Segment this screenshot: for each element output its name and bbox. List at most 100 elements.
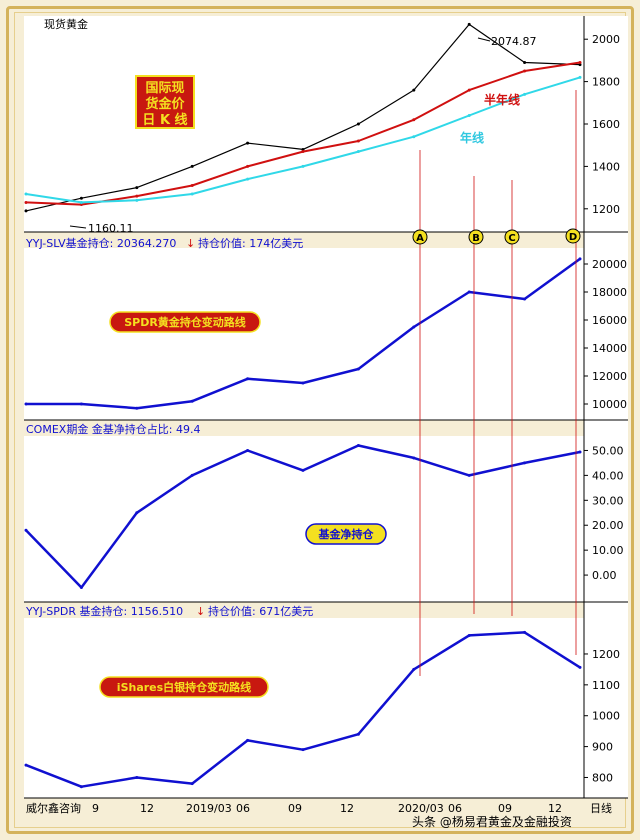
peak-label: 2074.87 [491,35,537,48]
gold-title-bg [135,75,195,129]
series-lines [24,22,582,789]
data-point-0-0-9 [523,61,527,65]
net-position-title: 基金净持仓 [318,527,375,541]
y-tick-label-3-4: 1200 [592,648,620,661]
comex-panel-bg [24,436,584,602]
y-tick-label-0-2: 1600 [592,118,620,131]
y-tick-label-0-3: 1800 [592,76,620,89]
data-point-2-0-1 [79,586,83,590]
data-point-0-0-2 [135,186,139,190]
data-point-2-0-0 [24,528,28,532]
y-tick-label-1-5: 20000 [592,258,627,271]
data-point-2-0-4 [246,448,250,452]
data-point-2-0-3 [190,473,194,477]
data-point-0-1-5 [301,150,305,154]
y-tick-label-1-0: 10000 [592,398,627,411]
data-point-0-0-7 [412,88,416,92]
data-point-0-0-0 [24,209,28,213]
date-label-6: 2020/03 [398,802,444,815]
data-point-2-0-10 [578,450,582,454]
y-tick-label-3-3: 1100 [592,679,620,692]
y-tick-label-1-3: 16000 [592,314,627,327]
year-line-label: 年线 [460,130,484,145]
data-point-0-0-1 [79,196,83,200]
spdr-value-label: 持仓价值: 671亿美元 [208,604,313,618]
data-point-0-2-4 [246,177,250,181]
date-label-2: 2019/03 [186,802,232,815]
data-point-2-0-7 [412,456,416,460]
data-point-0-1-2 [135,194,139,198]
y-tick-label-3-2: 1000 [592,710,620,723]
slv-value-label: 持仓价值: 174亿美元 [198,236,303,250]
comex-panel-label: COMEX期金 金基净持仓占比: 49.4 [26,422,201,436]
data-point-1-0-4 [246,377,250,381]
spdr-panel-label: YYJ-SPDR 基金持仓: 1156.510 [25,604,183,618]
slv-panel-label: YYJ-SLV基金持仓: 20364.270 [25,236,176,250]
data-point-0-2-9 [523,92,527,96]
half-year-line-label: 半年线 [484,92,520,107]
event-lines [419,90,577,676]
data-point-1-0-7 [412,325,416,329]
low-pointer [69,225,87,229]
gold-title-line-2: 货金价 [145,96,185,112]
footer-source: 威尔鑫咨询 [26,801,81,815]
data-point-0-2-2 [135,198,139,202]
footer-dates: 9 12 2019/03 06 09 12 2020/03 06 09 12 [92,802,562,815]
data-point-0-2-8 [467,114,471,118]
watermark: 头条 @杨易君黄金及金融投资 [412,814,572,829]
marker-b: B [468,229,484,245]
data-point-3-0-0 [24,763,28,767]
data-point-0-0-3 [190,164,194,168]
date-label-4: 09 [288,802,302,815]
gold-title-line-1: 国际现 [145,81,184,96]
data-point-0-1-4 [246,164,250,168]
spdr-panel-bg [24,618,584,798]
data-point-0-1-0 [24,200,28,204]
y-tick-label-2-5: 50.00 [592,444,624,457]
y-tick-label-2-2: 20.00 [592,519,624,532]
y-tick-label-1-2: 14000 [592,342,627,355]
low-label: 1160.11 [88,222,134,235]
marker-c: C [504,229,520,245]
footer-end-label: 日线 [590,801,612,815]
data-point-0-2-5 [301,164,305,168]
marker-a: A [412,229,428,245]
data-point-1-0-9 [523,297,527,301]
data-point-0-0-5 [301,147,305,151]
peak-pointer [477,37,491,42]
y-tick-label-0-1: 1400 [592,160,620,173]
gold-title-box: 国际现 货金价 日 K 线 [135,75,195,129]
data-point-1-0-3 [190,399,194,403]
data-point-0-0-10 [578,63,582,67]
y-tick-label-3-0: 800 [592,771,613,784]
y-tick-label-2-0: 0.00 [592,569,617,582]
data-point-3-0-7 [412,667,416,671]
data-point-0-1-6 [356,139,360,143]
ishares-title-box: iShares白银持仓变动路线 [99,676,269,698]
data-point-0-1-7 [412,118,416,122]
data-point-0-2-10 [578,75,582,79]
data-point-0-1-9 [523,69,527,73]
data-point-0-1-1 [79,203,83,207]
data-point-3-0-6 [356,732,360,736]
y-tick-label-2-4: 40.00 [592,469,624,482]
data-point-0-0-4 [246,141,250,145]
data-point-0-1-3 [190,183,194,187]
data-point-2-0-8 [467,473,471,477]
data-point-3-0-9 [523,630,527,634]
marker-c-label: C [508,233,515,244]
data-point-3-0-10 [578,665,582,669]
data-point-2-0-2 [135,511,139,515]
data-point-0-2-1 [79,200,83,204]
slv-arrow: ↓ [186,237,195,250]
date-label-7: 06 [448,802,462,815]
y-tick-label-0-4: 2000 [592,33,620,46]
y-tick-label-2-3: 30.00 [592,494,624,507]
marker-d: D [565,228,581,244]
y-tick-label-0-0: 1200 [592,203,620,216]
data-point-0-2-6 [356,150,360,154]
marker-b-label: B [472,233,480,244]
data-point-1-0-0 [24,402,28,406]
ishares-title: iShares白银持仓变动路线 [117,680,251,694]
data-point-0-2-3 [190,192,194,196]
